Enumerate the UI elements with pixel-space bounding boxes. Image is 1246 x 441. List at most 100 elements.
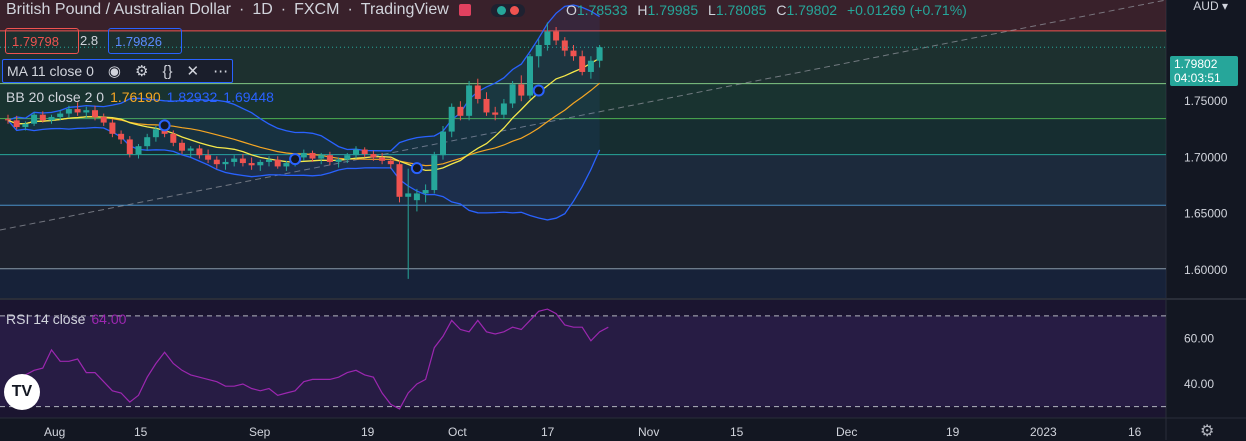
event-marker-icon [158, 119, 171, 132]
candle-body [65, 109, 72, 114]
last-price-label: 1.79802 04:03:51 [1170, 56, 1238, 86]
sell-button[interactable]: 1.79798 [5, 28, 79, 54]
time-tick-label: 19 [361, 425, 375, 439]
trend-line [0, 0, 1167, 231]
candle-body [196, 148, 203, 156]
candle-body [335, 159, 342, 162]
candle-body [457, 106, 464, 116]
candle-body [509, 84, 516, 104]
high-label: H [637, 2, 648, 18]
time-tick-label: 15 [134, 425, 148, 439]
candle-body [239, 158, 246, 164]
tradingview-logo-icon[interactable]: TV [4, 374, 40, 410]
bb-legend[interactable]: BB 20 close 2 0 1.76190 1.82932 1.69448 [2, 86, 278, 108]
header-dot-3: · [347, 1, 353, 18]
candle-body [353, 149, 359, 156]
candle-body [492, 112, 499, 115]
bb-fill [8, 5, 600, 220]
fib-zone [0, 154, 1166, 206]
candle-body [431, 155, 438, 191]
open-label: O [566, 2, 577, 18]
candle-body [118, 133, 125, 140]
candle-body [448, 106, 455, 132]
spread-value: 2.8 [80, 32, 99, 48]
currency-label[interactable]: AUD ▾ [1193, 0, 1228, 13]
candle-body [387, 160, 394, 165]
open-value: 1.78533 [576, 2, 628, 18]
symbol-name[interactable]: British Pound / Australian Dollar [6, 1, 231, 18]
candle-body [83, 110, 90, 113]
rsi-legend[interactable]: RSI 14 close 64.00 [2, 308, 130, 330]
bb-lower-line [7, 119, 601, 221]
candle-body [144, 137, 151, 147]
market-wave-icon [509, 5, 519, 15]
candle-body [248, 163, 255, 166]
bb-lower-value: 1.69448 [223, 89, 274, 105]
candle-body [74, 109, 81, 113]
candle-body [161, 129, 168, 134]
candle-body [266, 159, 272, 162]
candle-body [579, 56, 586, 72]
rsi-value: 64.00 [91, 311, 127, 327]
exchange: FXCM [294, 1, 340, 18]
candle-body [231, 158, 238, 162]
price-tick-label: 1.60000 [1184, 263, 1228, 277]
rsi-line [7, 308, 609, 410]
close-label: C [776, 2, 787, 18]
gear-icon[interactable]: ⚙ [135, 63, 149, 80]
candle-body [440, 131, 446, 156]
ma-legend[interactable]: MA 11 close 0 ◉ ⚙ {} ✕ ⋯ [2, 59, 234, 83]
event-marker-icon [532, 84, 545, 97]
candle-body [500, 103, 507, 115]
event-marker-icon [410, 162, 423, 175]
candle-body [92, 110, 98, 117]
eye-icon[interactable]: ◉ [107, 63, 121, 80]
candle-body [222, 161, 229, 165]
candle-body [483, 98, 490, 113]
candle-body [318, 155, 325, 159]
price-tick-label: 1.65000 [1184, 207, 1228, 221]
time-tick-label: 2023 [1030, 425, 1057, 439]
currency-text: AUD [1193, 0, 1219, 13]
close-value: 1.79802 [786, 2, 838, 18]
time-tick-label: 16 [1128, 425, 1142, 439]
fib-zone [0, 83, 1166, 119]
fib-zone [0, 118, 1166, 155]
settings-gear-icon[interactable]: ⚙ [1200, 423, 1215, 440]
time-tick-label: Nov [638, 425, 659, 439]
event-marker-icon [289, 153, 302, 166]
bb-upper-line [7, 4, 600, 152]
time-tick-label: Dec [836, 425, 857, 439]
source-code-icon[interactable]: {} [162, 62, 173, 80]
candle-body [596, 47, 603, 61]
interval[interactable]: 1D [252, 1, 273, 18]
buy-button[interactable]: 1.79826 [108, 28, 182, 54]
candle-body [587, 60, 594, 72]
candle-body [466, 85, 473, 116]
fib-zone [0, 0, 1166, 31]
rsi-tick-label: 40.00 [1184, 377, 1214, 391]
header-dot-1: · [239, 1, 245, 18]
flag-icon[interactable] [458, 4, 471, 16]
time-tick-label: Oct [448, 425, 467, 439]
header-dot-2: · [280, 1, 287, 18]
fib-zone [0, 205, 1166, 269]
candle-body [326, 155, 333, 162]
candle-body [553, 31, 560, 41]
candle-body [527, 56, 533, 96]
candle-body [57, 113, 64, 117]
close-icon[interactable]: ✕ [186, 63, 200, 80]
candle-body [31, 114, 38, 124]
bar-countdown: 04:03:51 [1174, 71, 1221, 85]
candle-body [152, 129, 159, 138]
candle-body [396, 164, 403, 197]
more-icon[interactable]: ⋯ [213, 63, 229, 80]
candle-body [100, 116, 107, 123]
candle-body [370, 154, 377, 158]
market-status[interactable] [490, 3, 525, 17]
rsi-label: RSI 14 close [6, 311, 86, 327]
ohlc-readout: O1.78533 H1.79985 L1.78085 C1.79802 +0.0… [566, 2, 973, 18]
candle-body [22, 123, 29, 128]
low-value: 1.78085 [715, 2, 767, 18]
candle-body [257, 161, 264, 166]
